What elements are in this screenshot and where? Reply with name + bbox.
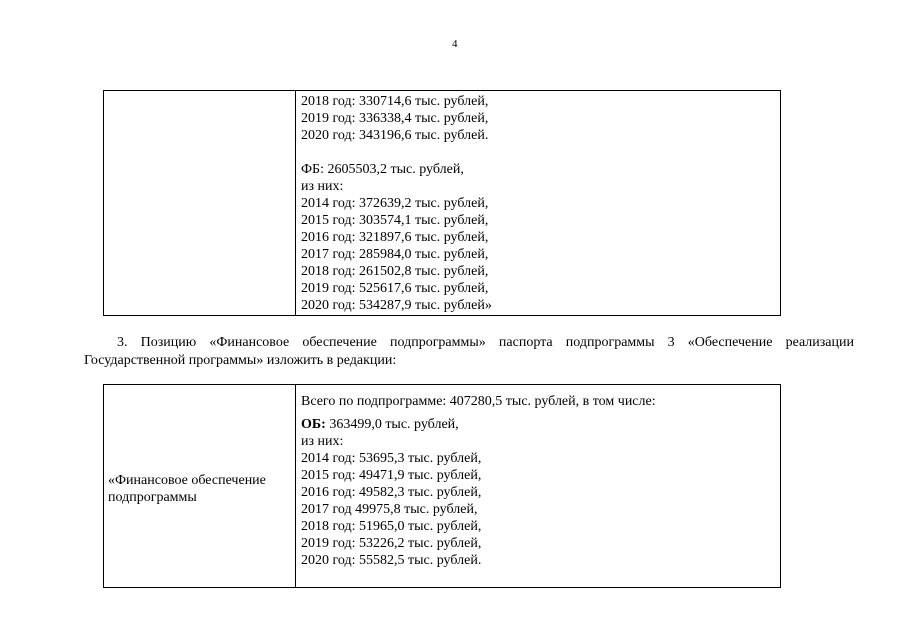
- year-line: 2020 год: 55582,5 тыс. рублей.: [301, 553, 482, 568]
- ob-value: 363499,0 тыс. рублей,: [325, 417, 459, 432]
- subprogram-total: Всего по подпрограмме: 407280,5 тыс. руб…: [301, 394, 656, 409]
- table-label-cell: «Финансовое обеспечение подпрограммы: [104, 385, 296, 587]
- year-line: 2014 год: 372639,2 тыс. рублей,: [301, 196, 489, 211]
- year-line: 2015 год: 49471,9 тыс. рублей,: [301, 468, 482, 483]
- year-line: 2018 год: 261502,8 тыс. рублей,: [301, 264, 489, 279]
- year-line: 2019 год: 525617,6 тыс. рублей,: [301, 281, 489, 296]
- fb-subheading: из них:: [301, 179, 344, 194]
- label-line: подпрограммы: [108, 490, 197, 505]
- table-value-cell: Всего по подпрограмме: 407280,5 тыс. руб…: [301, 393, 780, 569]
- year-line: 2017 год 49975,8 тыс. рублей,: [301, 502, 478, 517]
- ob-label: ОБ:: [301, 417, 326, 432]
- year-line: 2018 год: 51965,0 тыс. рублей,: [301, 519, 482, 534]
- year-line: 2014 год: 53695,3 тыс. рублей,: [301, 451, 482, 466]
- year-line: 2020 год: 534287,9 тыс. рублей»: [301, 298, 492, 313]
- year-line: 2016 год: 49582,3 тыс. рублей,: [301, 485, 482, 500]
- ob-total: ОБ: 363499,0 тыс. рублей,: [301, 416, 780, 433]
- table-value-cell: 2018 год: 330714,6 тыс. рублей, 2019 год…: [301, 93, 780, 314]
- table-label-cell: [104, 91, 296, 315]
- year-line: 2019 год: 53226,2 тыс. рублей,: [301, 536, 482, 551]
- year-line: 2020 год: 343196,6 тыс. рублей.: [301, 128, 489, 143]
- year-line: 2015 год: 303574,1 тыс. рублей,: [301, 213, 489, 228]
- year-line: 2019 год: 336338,4 тыс. рублей,: [301, 111, 489, 126]
- funding-table-continued: 2018 год: 330714,6 тыс. рублей, 2019 год…: [103, 90, 781, 316]
- label-line: «Финансовое обеспечение: [108, 473, 266, 488]
- year-line: 2018 год: 330714,6 тыс. рублей,: [301, 94, 489, 109]
- paragraph-item-3: 3. Позицию «Финансовое обеспечение подпр…: [84, 335, 854, 368]
- year-line: 2017 год: 285984,0 тыс. рублей,: [301, 247, 489, 262]
- year-line: 2016 год: 321897,6 тыс. рублей,: [301, 230, 489, 245]
- fb-total: ФБ: 2605503,2 тыс. рублей,: [301, 162, 464, 177]
- funding-table-subprogram-3: «Финансовое обеспечение подпрограммы Все…: [103, 384, 781, 588]
- ob-subheading: из них:: [301, 434, 344, 449]
- page-number: 4: [452, 38, 458, 50]
